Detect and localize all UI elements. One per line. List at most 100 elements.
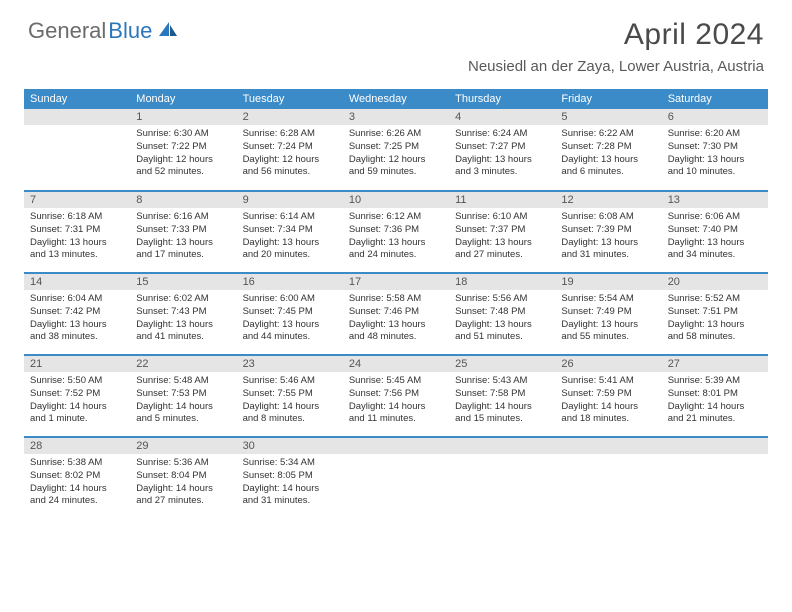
- day-number: 15: [130, 274, 236, 290]
- sunrise-text: Sunrise: 6:16 AM: [136, 211, 230, 224]
- calendar-day-cell: 8 Sunrise: 6:16 AMSunset: 7:33 PMDaylight…: [130, 191, 236, 273]
- day-details: Sunrise: 5:36 AMSunset: 8:04 PMDaylight:…: [130, 454, 236, 510]
- daylight-text: Daylight: 13 hours and 58 minutes.: [668, 319, 762, 345]
- calendar-day-cell: 1Sunrise: 6:30 AMSunset: 7:22 PMDaylight…: [130, 109, 236, 191]
- calendar-table: Sunday Monday Tuesday Wednesday Thursday…: [24, 89, 768, 519]
- calendar-day-cell: [343, 437, 449, 519]
- calendar-day-cell: [449, 437, 555, 519]
- day-number: 10: [343, 192, 449, 208]
- day-details: Sunrise: 5:54 AMSunset: 7:49 PMDaylight:…: [555, 290, 661, 346]
- weekday-header: Thursday: [449, 89, 555, 109]
- day-number: 27: [662, 356, 768, 372]
- daylight-text: Daylight: 13 hours and 48 minutes.: [349, 319, 443, 345]
- calendar-day-cell: 7Sunrise: 6:18 AMSunset: 7:31 PMDaylight…: [24, 191, 130, 273]
- day-number: 5: [555, 109, 661, 125]
- sunset-text: Sunset: 7:42 PM: [30, 306, 124, 319]
- sunrise-text: Sunrise: 6:14 AM: [243, 211, 337, 224]
- daylight-text: Daylight: 14 hours and 11 minutes.: [349, 401, 443, 427]
- day-details: Sunrise: 5:38 AMSunset: 8:02 PMDaylight:…: [24, 454, 130, 510]
- day-number: 23: [237, 356, 343, 372]
- weekday-header: Tuesday: [237, 89, 343, 109]
- sunrise-text: Sunrise: 5:38 AM: [30, 457, 124, 470]
- day-number: 11: [449, 192, 555, 208]
- logo: GeneralBlue: [28, 18, 179, 44]
- calendar-day-cell: 25Sunrise: 5:43 AMSunset: 7:58 PMDayligh…: [449, 355, 555, 437]
- weekday-header: Monday: [130, 89, 236, 109]
- sunrise-text: Sunrise: 5:41 AM: [561, 375, 655, 388]
- daylight-text: Daylight: 13 hours and 20 minutes.: [243, 237, 337, 263]
- sunrise-text: Sunrise: 5:34 AM: [243, 457, 337, 470]
- sunrise-text: Sunrise: 6:10 AM: [455, 211, 549, 224]
- calendar-day-cell: 23Sunrise: 5:46 AMSunset: 7:55 PMDayligh…: [237, 355, 343, 437]
- sunrise-text: Sunrise: 5:36 AM: [136, 457, 230, 470]
- daylight-text: Daylight: 14 hours and 24 minutes.: [30, 483, 124, 509]
- calendar-day-cell: 17Sunrise: 5:58 AMSunset: 7:46 PMDayligh…: [343, 273, 449, 355]
- calendar-day-cell: 30Sunrise: 5:34 AMSunset: 8:05 PMDayligh…: [237, 437, 343, 519]
- sunset-text: Sunset: 7:34 PM: [243, 224, 337, 237]
- calendar-day-cell: 13Sunrise: 6:06 AMSunset: 7:40 PMDayligh…: [662, 191, 768, 273]
- day-number: 8: [130, 192, 236, 208]
- calendar-day-cell: [662, 437, 768, 519]
- day-details: Sunrise: 6:06 AMSunset: 7:40 PMDaylight:…: [662, 208, 768, 264]
- day-details: Sunrise: 5:39 AMSunset: 8:01 PMDaylight:…: [662, 372, 768, 428]
- sunset-text: Sunset: 7:33 PM: [136, 224, 230, 237]
- sunrise-text: Sunrise: 5:50 AM: [30, 375, 124, 388]
- day-details: Sunrise: 5:41 AMSunset: 7:59 PMDaylight:…: [555, 372, 661, 428]
- day-details: Sunrise: 6:00 AMSunset: 7:45 PMDaylight:…: [237, 290, 343, 346]
- calendar-day-cell: 27Sunrise: 5:39 AMSunset: 8:01 PMDayligh…: [662, 355, 768, 437]
- daylight-text: Daylight: 13 hours and 38 minutes.: [30, 319, 124, 345]
- daylight-text: Daylight: 13 hours and 27 minutes.: [455, 237, 549, 263]
- calendar-day-cell: 28Sunrise: 5:38 AMSunset: 8:02 PMDayligh…: [24, 437, 130, 519]
- day-details: Sunrise: 6:10 AMSunset: 7:37 PMDaylight:…: [449, 208, 555, 264]
- day-details: Sunrise: 5:34 AMSunset: 8:05 PMDaylight:…: [237, 454, 343, 510]
- sunrise-text: Sunrise: 6:22 AM: [561, 128, 655, 141]
- sunrise-text: Sunrise: 6:24 AM: [455, 128, 549, 141]
- sunset-text: Sunset: 7:51 PM: [668, 306, 762, 319]
- calendar-day-cell: 9 Sunrise: 6:14 AMSunset: 7:34 PMDaylight…: [237, 191, 343, 273]
- day-number: 30: [237, 438, 343, 454]
- calendar-day-cell: 15Sunrise: 6:02 AMSunset: 7:43 PMDayligh…: [130, 273, 236, 355]
- sunset-text: Sunset: 7:59 PM: [561, 388, 655, 401]
- sunset-text: Sunset: 7:36 PM: [349, 224, 443, 237]
- day-number: 21: [24, 356, 130, 372]
- sunset-text: Sunset: 7:49 PM: [561, 306, 655, 319]
- daylight-text: Daylight: 13 hours and 3 minutes.: [455, 154, 549, 180]
- day-number: 24: [343, 356, 449, 372]
- calendar-week-row: 21Sunrise: 5:50 AMSunset: 7:52 PMDayligh…: [24, 355, 768, 437]
- calendar-day-cell: 22Sunrise: 5:48 AMSunset: 7:53 PMDayligh…: [130, 355, 236, 437]
- daylight-text: Daylight: 13 hours and 31 minutes.: [561, 237, 655, 263]
- sunrise-text: Sunrise: 5:56 AM: [455, 293, 549, 306]
- day-details: Sunrise: 5:50 AMSunset: 7:52 PMDaylight:…: [24, 372, 130, 428]
- sunrise-text: Sunrise: 6:20 AM: [668, 128, 762, 141]
- calendar-day-cell: 29Sunrise: 5:36 AMSunset: 8:04 PMDayligh…: [130, 437, 236, 519]
- daylight-text: Daylight: 13 hours and 17 minutes.: [136, 237, 230, 263]
- day-number: 26: [555, 356, 661, 372]
- sunset-text: Sunset: 7:52 PM: [30, 388, 124, 401]
- sunset-text: Sunset: 7:43 PM: [136, 306, 230, 319]
- day-details: Sunrise: 6:24 AMSunset: 7:27 PMDaylight:…: [449, 125, 555, 181]
- day-number: [24, 109, 130, 125]
- sunrise-text: Sunrise: 5:48 AM: [136, 375, 230, 388]
- calendar-day-cell: 5Sunrise: 6:22 AMSunset: 7:28 PMDaylight…: [555, 109, 661, 191]
- calendar-day-cell: 10Sunrise: 6:12 AMSunset: 7:36 PMDayligh…: [343, 191, 449, 273]
- daylight-text: Daylight: 13 hours and 24 minutes.: [349, 237, 443, 263]
- sunset-text: Sunset: 8:04 PM: [136, 470, 230, 483]
- calendar-day-cell: [555, 437, 661, 519]
- sunset-text: Sunset: 7:40 PM: [668, 224, 762, 237]
- day-details: Sunrise: 6:08 AMSunset: 7:39 PMDaylight:…: [555, 208, 661, 264]
- sunrise-text: Sunrise: 5:45 AM: [349, 375, 443, 388]
- sunrise-text: Sunrise: 5:39 AM: [668, 375, 762, 388]
- day-number: 6: [662, 109, 768, 125]
- sunrise-text: Sunrise: 6:28 AM: [243, 128, 337, 141]
- day-details: Sunrise: 6:26 AMSunset: 7:25 PMDaylight:…: [343, 125, 449, 181]
- sunset-text: Sunset: 8:01 PM: [668, 388, 762, 401]
- logo-sail-icon: [157, 20, 179, 43]
- calendar-week-row: 7Sunrise: 6:18 AMSunset: 7:31 PMDaylight…: [24, 191, 768, 273]
- day-number: [343, 438, 449, 454]
- day-number: [449, 438, 555, 454]
- daylight-text: Daylight: 13 hours and 41 minutes.: [136, 319, 230, 345]
- day-number: 9: [237, 192, 343, 208]
- day-number: 17: [343, 274, 449, 290]
- sunset-text: Sunset: 7:37 PM: [455, 224, 549, 237]
- day-number: 19: [555, 274, 661, 290]
